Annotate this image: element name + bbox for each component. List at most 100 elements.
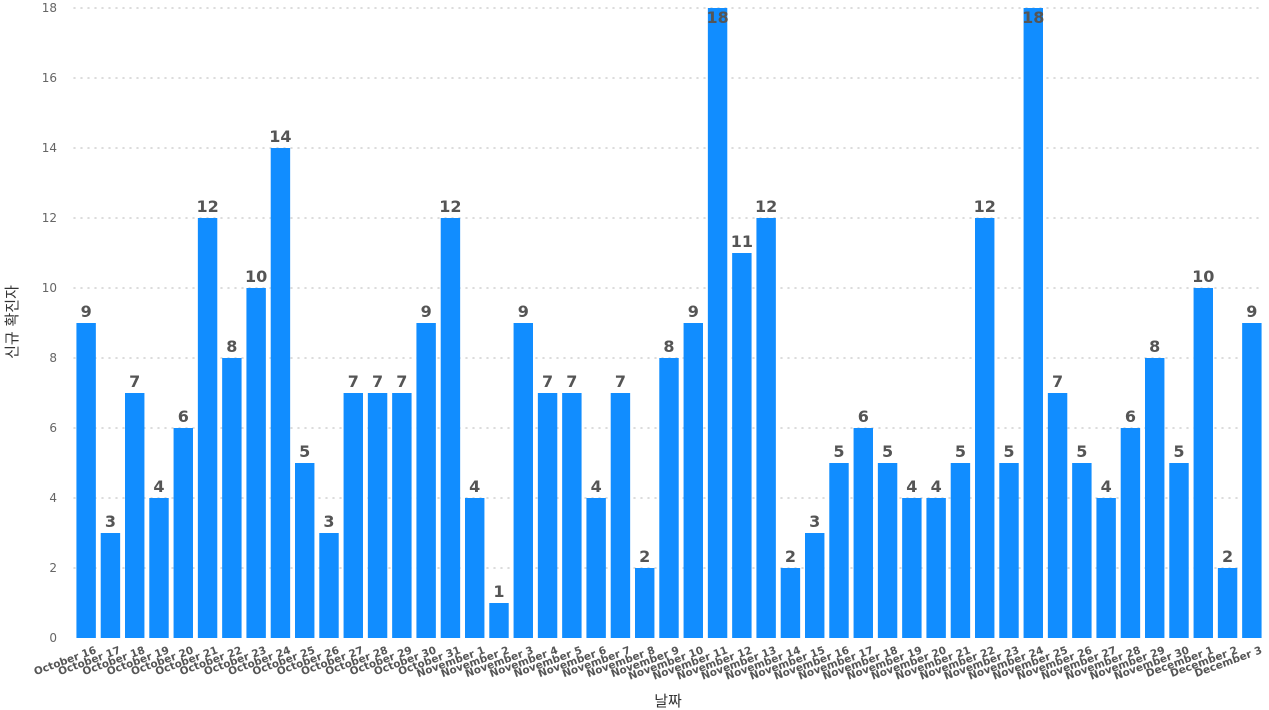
data-label: 12 <box>196 197 218 216</box>
bar <box>76 323 96 638</box>
bar <box>950 463 971 638</box>
data-label: 7 <box>396 372 407 391</box>
data-label: 7 <box>129 372 140 391</box>
data-label: 9 <box>688 302 699 321</box>
bar <box>683 323 703 638</box>
bar <box>1120 428 1141 638</box>
bar <box>1217 568 1238 638</box>
data-label: 6 <box>1125 407 1136 426</box>
data-label: 6 <box>858 407 869 426</box>
bar <box>562 393 582 638</box>
data-label: 7 <box>372 372 383 391</box>
bar <box>1047 393 1068 638</box>
data-label: 5 <box>1003 442 1014 461</box>
bar <box>853 428 873 638</box>
data-label: 8 <box>226 337 237 356</box>
y-tick-label: 12 <box>42 211 57 225</box>
data-label: 2 <box>785 547 796 566</box>
bar <box>513 323 533 638</box>
data-label: 12 <box>439 197 461 216</box>
data-label: 4 <box>591 477 602 496</box>
data-label: 3 <box>809 512 820 531</box>
data-label: 14 <box>269 127 291 146</box>
bar <box>367 393 388 638</box>
data-label: 4 <box>906 477 917 496</box>
bar <box>416 323 436 638</box>
bar <box>926 498 946 638</box>
bar <box>319 533 339 638</box>
bar <box>197 218 218 638</box>
data-label: 7 <box>1052 372 1063 391</box>
y-tick-label: 10 <box>42 281 57 295</box>
bar <box>902 498 922 638</box>
data-label: 5 <box>882 442 893 461</box>
data-label: 9 <box>1246 302 1257 321</box>
bar <box>635 568 655 638</box>
data-label: 1 <box>493 582 504 601</box>
bar <box>125 393 145 638</box>
bar <box>1242 323 1262 638</box>
bar <box>465 498 485 638</box>
bar <box>1169 463 1189 638</box>
data-label: 18 <box>706 8 728 27</box>
bar <box>999 463 1019 638</box>
bar <box>489 603 509 638</box>
y-axis-title: 신규 확진자 <box>3 285 21 359</box>
data-label: 3 <box>323 512 334 531</box>
data-label: 6 <box>178 407 189 426</box>
y-tick-label: 0 <box>49 631 57 645</box>
bar <box>1023 8 1043 638</box>
data-label: 12 <box>974 197 996 216</box>
y-axis-ticks: 0 2 4 6 8 10 12 14 16 18 <box>42 1 57 645</box>
data-label: 9 <box>421 302 432 321</box>
bar <box>1072 463 1092 638</box>
data-label: 4 <box>469 477 480 496</box>
data-label: 4 <box>931 477 942 496</box>
data-label: 5 <box>1173 442 1184 461</box>
bar <box>440 218 461 638</box>
bar <box>1096 498 1116 638</box>
data-label: 5 <box>955 442 966 461</box>
bar <box>270 148 291 638</box>
data-label: 3 <box>105 512 116 531</box>
bar <box>659 358 679 638</box>
data-label: 8 <box>1149 337 1160 356</box>
data-label: 4 <box>153 477 164 496</box>
data-label: 9 <box>81 302 92 321</box>
bar <box>610 393 631 638</box>
data-label: 5 <box>833 442 844 461</box>
bar <box>586 498 606 638</box>
data-label: 7 <box>615 372 626 391</box>
bar <box>707 8 728 638</box>
y-tick-label: 8 <box>49 351 57 365</box>
data-label: 7 <box>348 372 359 391</box>
data-label: 18 <box>1022 8 1044 27</box>
data-label: 5 <box>1076 442 1087 461</box>
data-label: 5 <box>299 442 310 461</box>
bar <box>1145 358 1165 638</box>
bar <box>100 533 121 638</box>
data-label: 10 <box>245 267 267 286</box>
bar <box>780 568 801 638</box>
data-label: 7 <box>542 372 553 391</box>
x-axis-title: 날짜 <box>654 692 682 710</box>
bar <box>805 533 825 638</box>
data-label: 8 <box>663 337 674 356</box>
y-tick-label: 18 <box>42 1 57 15</box>
data-label: 9 <box>518 302 529 321</box>
data-label: 11 <box>731 232 753 251</box>
data-label: 7 <box>566 372 577 391</box>
data-label: 12 <box>755 197 777 216</box>
bar <box>975 218 995 638</box>
y-tick-label: 6 <box>49 421 57 435</box>
bar <box>732 253 752 638</box>
bar <box>756 218 776 638</box>
bar <box>877 463 898 638</box>
bar <box>149 498 169 638</box>
data-label: 2 <box>639 547 650 566</box>
bar <box>246 288 266 638</box>
bar <box>1193 288 1213 638</box>
bar <box>222 358 242 638</box>
